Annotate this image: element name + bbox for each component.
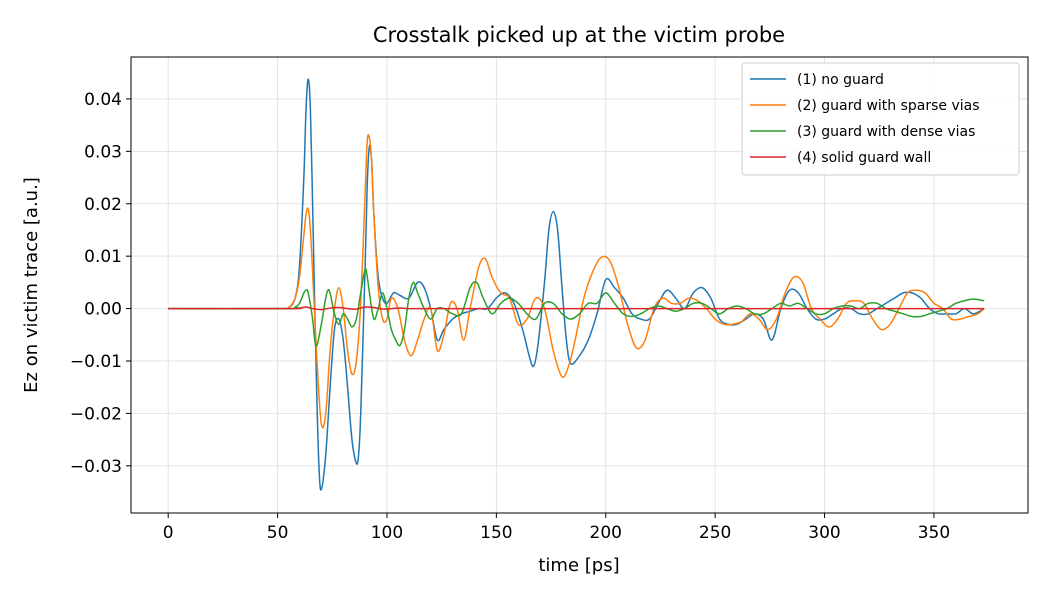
series-line-1 xyxy=(168,78,985,491)
y-axis-ticks: 0.04 0.03 0.02 0.01 0.00 −0.01 −0.02 −0.03 xyxy=(70,90,131,477)
x-tick-label: 250 xyxy=(699,523,731,543)
y-tick-label: 0.01 xyxy=(84,247,122,267)
x-tick-label: 150 xyxy=(480,523,512,543)
x-tick-label: 100 xyxy=(371,523,403,543)
y-tick-label: 0.00 xyxy=(84,300,122,320)
x-axis-label: time [ps] xyxy=(538,555,619,576)
x-tick-label: 350 xyxy=(918,523,950,543)
x-tick-label: 300 xyxy=(808,523,840,543)
x-tick-label: 0 xyxy=(163,523,174,543)
legend-entry: (4) solid guard wall xyxy=(797,150,931,166)
y-tick-label: 0.02 xyxy=(84,195,122,215)
series-line-3 xyxy=(168,267,985,347)
y-tick-label: 0.03 xyxy=(84,142,122,162)
legend-entry: (3) guard with dense vias xyxy=(797,124,975,140)
x-tick-label: 200 xyxy=(590,523,622,543)
legend: (1) no guard (2) guard with sparse vias (3… xyxy=(741,62,1020,176)
legend-entry: (2) guard with sparse vias xyxy=(797,98,980,114)
x-axis-ticks: 0 50 100 150 200 250 300 350 xyxy=(163,513,950,543)
y-axis-label: Ez on victim trace [a.u.] xyxy=(21,177,42,393)
y-tick-label: −0.03 xyxy=(70,457,122,477)
y-tick-label: −0.02 xyxy=(70,404,122,424)
y-tick-label: 0.04 xyxy=(84,90,122,110)
series-layer xyxy=(168,78,985,491)
plot-frame xyxy=(130,56,1029,514)
y-tick-label: −0.01 xyxy=(70,352,122,372)
series-line-4 xyxy=(168,306,985,311)
chart-title: Crosstalk picked up at the victim probe xyxy=(373,23,785,47)
legend-entry: (1) no guard xyxy=(797,72,884,88)
legend-box xyxy=(741,62,1020,176)
x-tick-label: 50 xyxy=(267,523,289,543)
